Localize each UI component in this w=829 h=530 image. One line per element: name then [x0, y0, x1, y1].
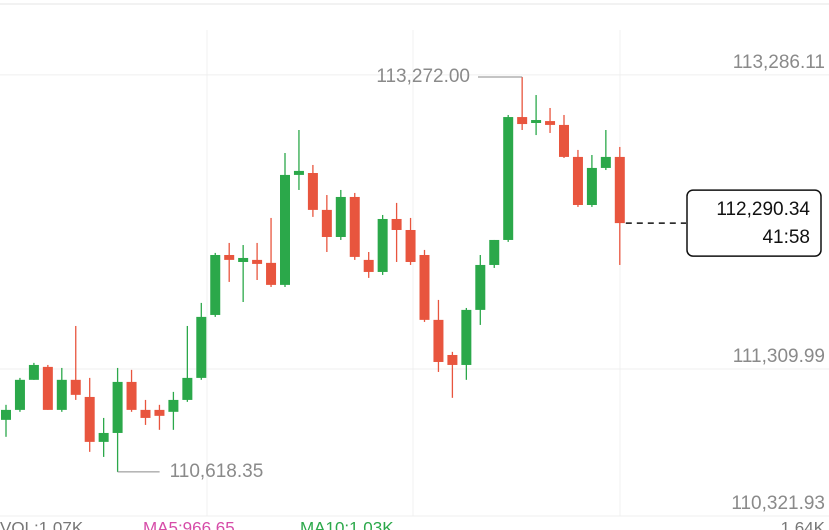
candle-body	[335, 196, 346, 237]
candle-body	[182, 377, 193, 400]
volume-axis-max: 1.64K	[781, 518, 826, 530]
candle-body	[56, 379, 67, 410]
candle-body	[210, 254, 221, 315]
vol-indicator: VOL:1.07K	[0, 518, 84, 530]
candle-body	[252, 259, 263, 264]
y-tick-label: 111,309.99	[733, 346, 825, 367]
candle-body	[405, 229, 416, 262]
candle-body	[377, 218, 388, 272]
y-tick-label: 113,286.11	[733, 52, 825, 73]
candle-body	[419, 254, 430, 320]
candle-body	[224, 254, 235, 260]
candle-body	[70, 379, 81, 395]
candle-body	[293, 170, 304, 175]
candle-body	[98, 432, 109, 442]
candle-body	[586, 167, 597, 205]
current-price-box	[686, 189, 822, 257]
candle-body	[154, 409, 165, 416]
candle-body	[168, 399, 179, 412]
candle-body	[196, 316, 207, 378]
candle-body	[503, 117, 514, 240]
candle-body	[489, 239, 500, 265]
max-annotation-label: 113,272.00	[376, 66, 470, 87]
candle-body	[545, 121, 556, 125]
candle-body	[1, 409, 11, 420]
candle-body	[433, 319, 444, 362]
candle-body	[266, 262, 277, 285]
candle-body	[28, 364, 39, 380]
candle-body	[363, 259, 374, 272]
y-tick-label: 110,321.93	[731, 493, 825, 514]
candle-body	[238, 257, 249, 262]
min-annotation-label: 110,618.35	[170, 461, 264, 482]
candle-body	[280, 174, 290, 285]
candle-body	[112, 381, 123, 433]
candle-body	[517, 117, 528, 125]
ma5-indicator: MA5:966.65	[143, 518, 235, 530]
ma10-indicator: MA10:1.03K	[300, 518, 394, 530]
candle-body	[447, 354, 458, 365]
candle-body	[126, 381, 137, 410]
current-price-countdown: 41:58	[762, 227, 810, 248]
candle-body	[84, 396, 95, 442]
candle-body	[349, 196, 360, 257]
candle-body	[475, 264, 486, 310]
candle-body	[531, 120, 542, 124]
candle-body	[559, 124, 569, 157]
candle-body	[321, 209, 332, 237]
candle-body	[307, 172, 318, 210]
candle-body	[14, 379, 25, 410]
candle-body	[42, 366, 53, 410]
candle-body	[140, 409, 151, 418]
current-price-label: 112,290.34	[716, 199, 810, 220]
candle-body	[391, 218, 402, 230]
candle-body	[614, 156, 625, 224]
candle-body	[461, 309, 472, 365]
candle-body	[572, 156, 583, 205]
candle-body	[600, 156, 611, 168]
